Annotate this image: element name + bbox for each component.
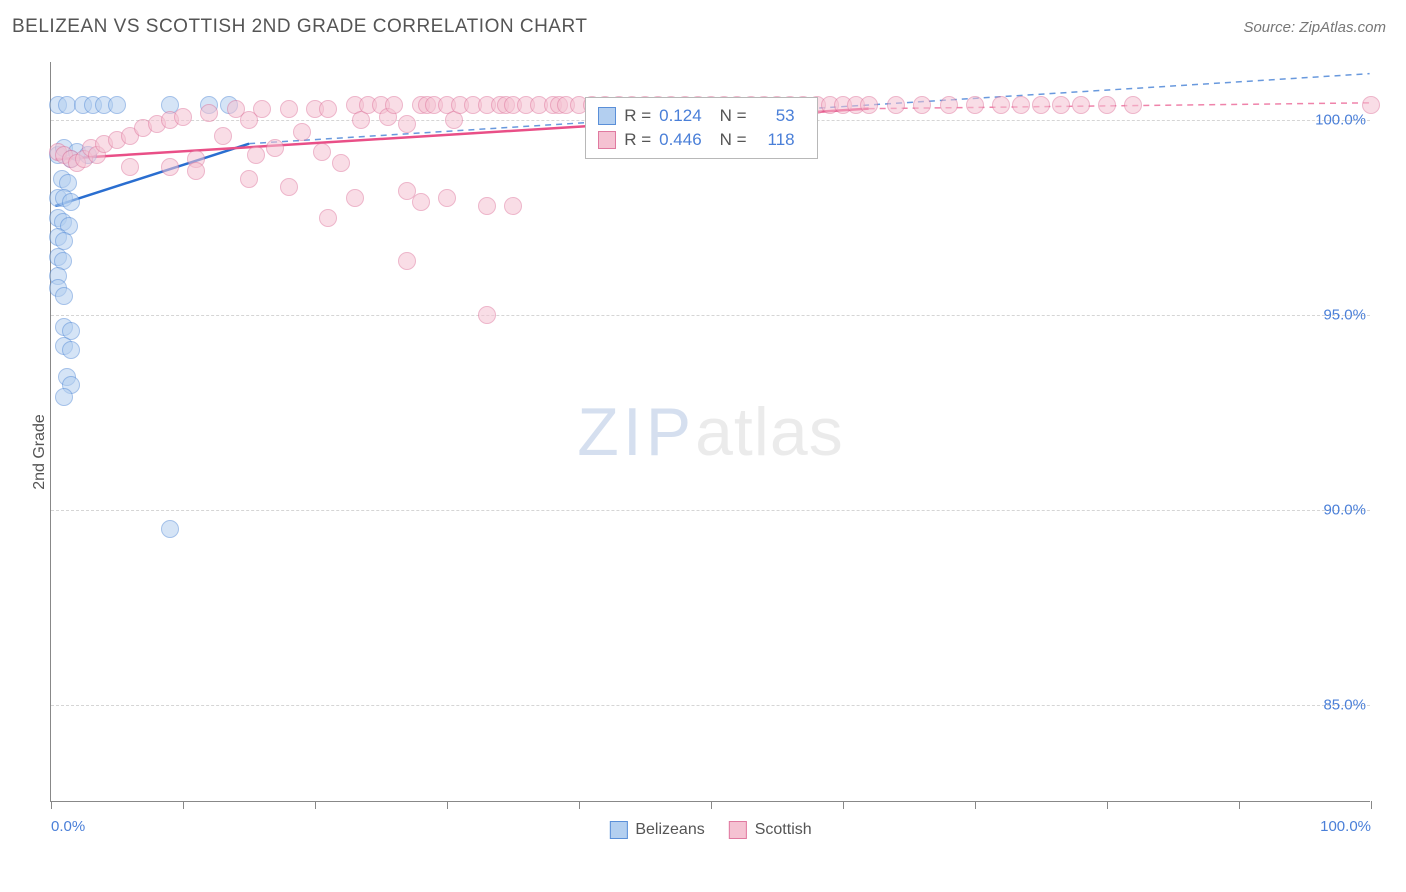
stats-row: R = 0.446 N = 118 (598, 128, 804, 152)
stat-label: R = (624, 130, 651, 150)
scatter-marker (992, 96, 1010, 114)
scatter-marker (940, 96, 958, 114)
scatter-marker (293, 123, 311, 141)
x-tick (843, 801, 844, 809)
legend-swatch (609, 821, 627, 839)
scatter-marker (1098, 96, 1116, 114)
scatter-marker (504, 197, 522, 215)
scatter-marker (385, 96, 403, 114)
x-tick (711, 801, 712, 809)
r-value: 0.446 (659, 130, 712, 150)
scatter-marker (398, 252, 416, 270)
scatter-marker (1012, 96, 1030, 114)
scatter-marker (280, 178, 298, 196)
x-tick (315, 801, 316, 809)
series-swatch (598, 131, 616, 149)
scatter-marker (55, 388, 73, 406)
plot-area: ZIPatlas 85.0%90.0%95.0%100.0%0.0%100.0%… (50, 62, 1370, 802)
legend: Belizeans Scottish (609, 821, 811, 839)
scatter-marker (200, 104, 218, 122)
x-tick (447, 801, 448, 809)
x-tick-label: 0.0% (51, 818, 85, 835)
scatter-marker (121, 158, 139, 176)
x-tick (51, 801, 52, 809)
chart-title: BELIZEAN VS SCOTTISH 2ND GRADE CORRELATI… (12, 16, 587, 38)
x-tick (975, 801, 976, 809)
scatter-marker (62, 341, 80, 359)
legend-label: Belizeans (635, 821, 704, 839)
scatter-marker (352, 111, 370, 129)
scatter-marker (412, 193, 430, 211)
scatter-marker (478, 306, 496, 324)
x-tick (579, 801, 580, 809)
scatter-marker (161, 158, 179, 176)
stats-box: R = 0.124 N = 53 R = 0.446 N = 118 (585, 97, 817, 159)
scatter-marker (108, 96, 126, 114)
gridline (51, 510, 1370, 511)
scatter-marker (187, 162, 205, 180)
chart-container: 2nd Grade ZIPatlas 85.0% 90.0% 95.0% 100.0%… (12, 52, 1392, 852)
stat-label: R = (624, 106, 651, 126)
scatter-marker (55, 287, 73, 305)
scatter-marker (313, 143, 331, 161)
watermark-part2: atlas (695, 394, 844, 470)
legend-label: Scottish (755, 821, 812, 839)
scatter-marker (280, 100, 298, 118)
scatter-marker (887, 96, 905, 114)
x-tick (1239, 801, 1240, 809)
stats-row: R = 0.124 N = 53 (598, 104, 804, 128)
y-tick-label: 95.0% (1323, 307, 1366, 324)
legend-item: Scottish (729, 821, 812, 839)
y-tick-label: 85.0% (1323, 696, 1366, 713)
scatter-marker (1072, 96, 1090, 114)
scatter-marker (1032, 96, 1050, 114)
scatter-marker (332, 154, 350, 172)
stat-label: N = (720, 106, 747, 126)
scatter-marker (1124, 96, 1142, 114)
scatter-marker (174, 108, 192, 126)
scatter-marker (438, 189, 456, 207)
x-tick (183, 801, 184, 809)
scatter-marker (966, 96, 984, 114)
scatter-marker (253, 100, 271, 118)
gridline (51, 705, 1370, 706)
scatter-marker (346, 189, 364, 207)
x-tick-label: 100.0% (1320, 818, 1371, 835)
scatter-marker (1052, 96, 1070, 114)
scatter-marker (860, 96, 878, 114)
scatter-marker (913, 96, 931, 114)
scatter-marker (240, 170, 258, 188)
scatter-marker (398, 115, 416, 133)
scatter-marker (319, 100, 337, 118)
y-tick-label: 100.0% (1315, 112, 1366, 129)
scatter-marker (62, 193, 80, 211)
scatter-marker (478, 197, 496, 215)
series-swatch (598, 107, 616, 125)
r-value: 0.124 (659, 106, 712, 126)
scatter-marker (1362, 96, 1380, 114)
scatter-marker (319, 209, 337, 227)
scatter-marker (247, 146, 265, 164)
y-axis-label: 2nd Grade (31, 414, 49, 490)
x-tick (1371, 801, 1372, 809)
n-value: 53 (755, 106, 805, 126)
legend-swatch (729, 821, 747, 839)
stat-label: N = (720, 130, 747, 150)
legend-item: Belizeans (609, 821, 704, 839)
scatter-marker (445, 111, 463, 129)
x-tick (1107, 801, 1108, 809)
n-value: 118 (755, 130, 805, 150)
watermark-part1: ZIP (577, 394, 695, 470)
watermark: ZIPatlas (577, 393, 843, 471)
source-label: Source: ZipAtlas.com (1243, 19, 1386, 36)
gridline (51, 315, 1370, 316)
y-tick-label: 90.0% (1323, 501, 1366, 518)
scatter-marker (161, 520, 179, 538)
scatter-marker (266, 139, 284, 157)
scatter-marker (214, 127, 232, 145)
